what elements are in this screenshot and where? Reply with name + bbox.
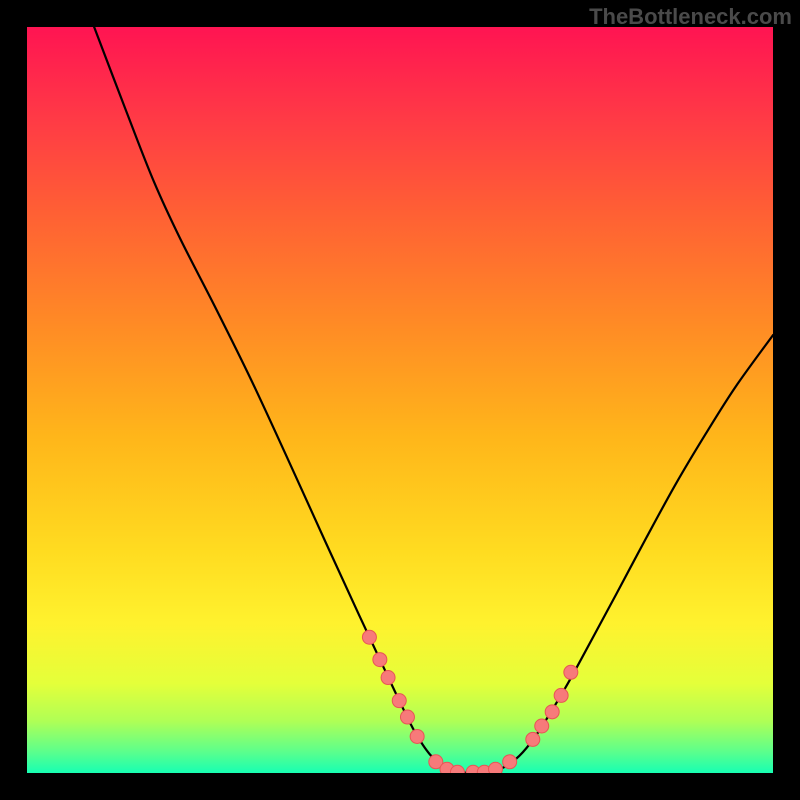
data-marker [503,755,517,769]
chart-container: TheBottleneck.com [0,0,800,800]
data-marker [535,719,549,733]
gradient-background [27,27,773,773]
data-marker [554,688,568,702]
data-marker [392,694,406,708]
data-marker [526,732,540,746]
watermark-text: TheBottleneck.com [589,4,792,30]
data-marker [373,653,387,667]
data-marker [362,630,376,644]
data-marker [381,671,395,685]
data-marker [488,762,502,773]
chart-svg [27,27,773,773]
data-marker [545,705,559,719]
data-marker [410,729,424,743]
data-marker [400,710,414,724]
plot-area [27,27,773,773]
data-marker [564,665,578,679]
